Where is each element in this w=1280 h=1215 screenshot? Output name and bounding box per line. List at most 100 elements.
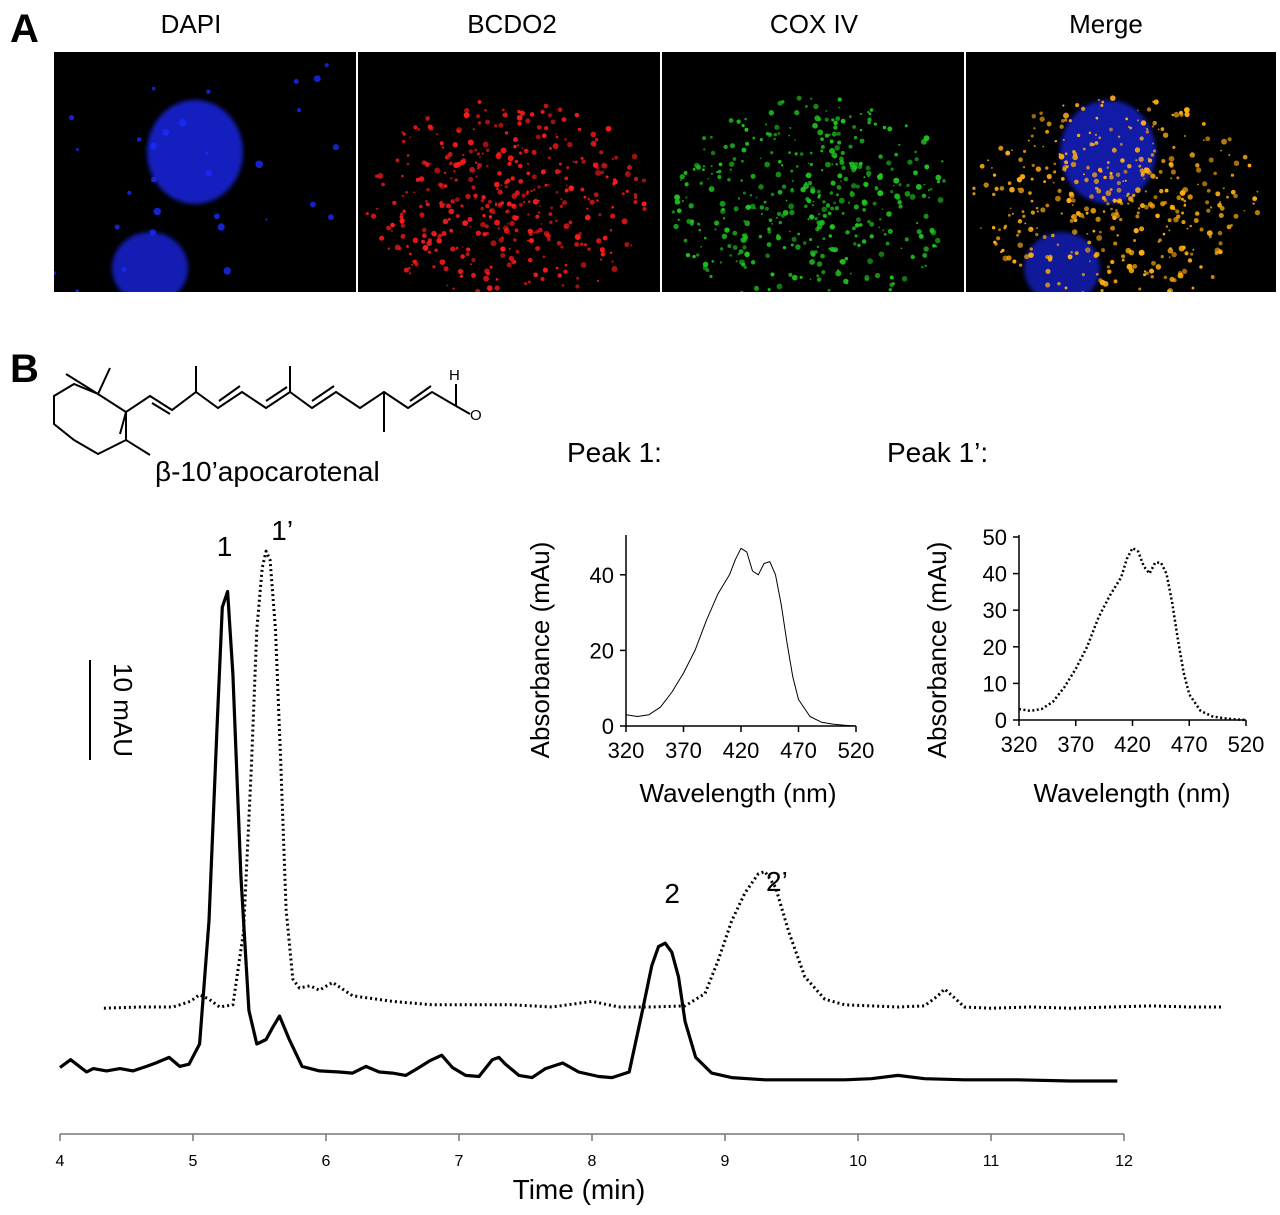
speck: [217, 223, 225, 231]
speck: [520, 110, 525, 116]
speck: [1064, 294, 1067, 297]
speck: [1018, 187, 1025, 194]
speck: [922, 253, 928, 258]
speck: [561, 117, 567, 123]
speck: [1215, 191, 1221, 197]
micro-title-bcdo2: BCDO2: [467, 9, 557, 39]
speck: [790, 243, 794, 247]
speck: [744, 117, 748, 121]
speck: [776, 216, 778, 219]
speck: [743, 265, 747, 269]
speck: [450, 246, 456, 252]
speck: [564, 138, 567, 141]
speck: [560, 245, 564, 249]
speck: [381, 182, 385, 187]
speck: [1089, 260, 1091, 263]
speck: [844, 256, 849, 261]
main-x-tick-label: 8: [588, 1153, 597, 1170]
speck: [1121, 258, 1125, 262]
speck: [1101, 100, 1105, 104]
speck: [1101, 248, 1105, 253]
speck: [1110, 259, 1115, 265]
speck: [580, 242, 584, 246]
speck: [533, 188, 536, 191]
speck: [476, 152, 481, 156]
speck: [421, 227, 427, 233]
speck: [587, 197, 591, 201]
speck: [1071, 229, 1078, 235]
speck: [873, 122, 877, 126]
speck: [775, 235, 782, 241]
speck: [858, 223, 863, 227]
speck: [450, 177, 453, 180]
speck: [533, 272, 539, 278]
speck: [1101, 195, 1106, 200]
speck: [1069, 218, 1074, 223]
speck: [928, 196, 930, 199]
speck: [425, 202, 430, 207]
speck: [469, 226, 472, 228]
speck: [684, 182, 689, 187]
speck: [523, 200, 526, 204]
speck: [255, 160, 263, 169]
speck: [578, 231, 582, 236]
speck: [1230, 189, 1236, 195]
speck: [835, 163, 838, 166]
speck: [1081, 290, 1085, 292]
speck: [611, 205, 615, 209]
speck: [824, 117, 829, 122]
speck: [465, 252, 470, 257]
speck: [685, 252, 691, 258]
inset2-y-label: Absorbance (mAu): [922, 542, 952, 759]
speck: [921, 193, 927, 198]
speck: [399, 218, 405, 224]
speck: [1146, 128, 1149, 131]
speck: [1072, 152, 1078, 157]
speck: [1151, 260, 1156, 266]
speck: [1019, 173, 1026, 180]
speck: [609, 251, 613, 254]
speck: [453, 162, 459, 169]
speck: [439, 183, 446, 189]
speck: [831, 163, 834, 166]
speck: [561, 200, 568, 206]
speck: [768, 218, 773, 223]
speck: [1119, 217, 1123, 222]
speck: [574, 242, 580, 247]
speck: [740, 290, 744, 292]
speck: [865, 165, 871, 171]
nucleus-1: [147, 100, 243, 204]
speck: [858, 161, 863, 166]
speck: [498, 122, 504, 128]
speck: [918, 233, 924, 239]
speck: [853, 135, 858, 140]
speck: [475, 175, 478, 178]
speck: [1110, 207, 1113, 211]
speck: [376, 207, 379, 211]
micro-title-dapi: DAPI: [161, 9, 222, 39]
speck: [854, 161, 859, 167]
speck: [791, 187, 794, 190]
speck: [692, 167, 696, 171]
speck: [1134, 147, 1141, 153]
speck: [796, 165, 799, 168]
speck: [1094, 186, 1098, 190]
speck: [1105, 190, 1112, 197]
speck: [1067, 254, 1073, 260]
speck: [717, 169, 722, 174]
speck: [1089, 194, 1094, 199]
speck: [1143, 273, 1147, 277]
speck: [999, 186, 1005, 191]
speck: [759, 137, 763, 142]
speck: [456, 127, 463, 134]
speck: [816, 189, 821, 194]
speck: [442, 218, 449, 225]
speck: [1176, 195, 1182, 201]
speck: [590, 131, 597, 138]
speck: [727, 244, 732, 248]
speck: [1206, 188, 1211, 193]
speck: [328, 214, 334, 221]
speck: [497, 171, 502, 176]
speck: [402, 209, 406, 213]
speck: [863, 176, 866, 179]
